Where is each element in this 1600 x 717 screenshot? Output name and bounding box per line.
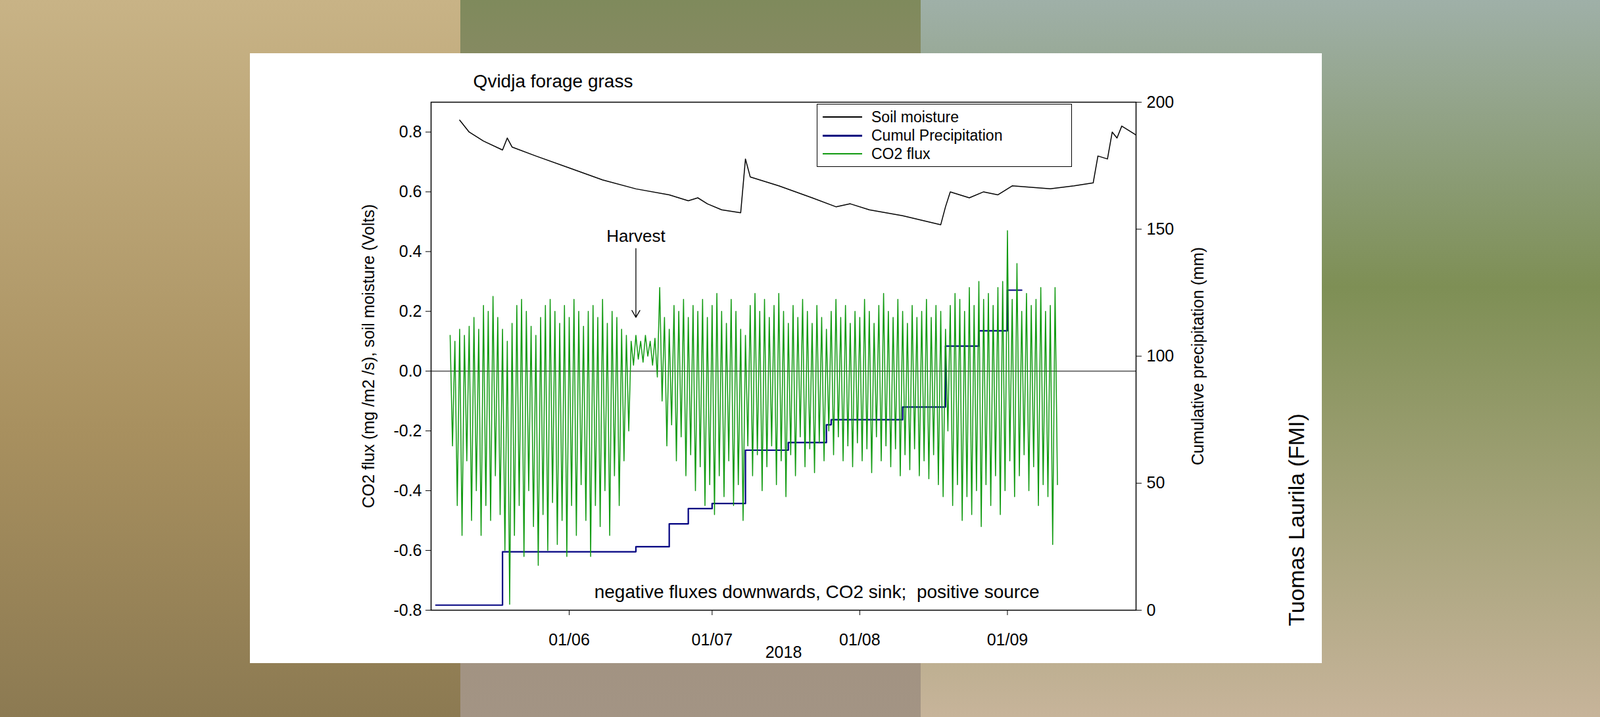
svg-text:Cumulative precipitation (mm): Cumulative precipitation (mm): [1188, 247, 1207, 466]
svg-text:01/07: 01/07: [691, 630, 734, 650]
svg-text:-0.8: -0.8: [393, 601, 422, 620]
svg-text:01/09: 01/09: [987, 630, 1029, 650]
svg-text:200: 200: [1146, 92, 1175, 112]
svg-text:01/08: 01/08: [839, 630, 881, 650]
svg-text:0.4: 0.4: [399, 242, 423, 261]
html-text:Cumul Precipitation: Cumul Precipitation: [871, 126, 1003, 144]
html-text:CO2 flux: CO2 flux: [871, 145, 931, 163]
html-text:Qvidja forage grass: Qvidja forage grass: [473, 71, 633, 92]
svg-text:-0.2: -0.2: [393, 421, 422, 440]
svg-text:0: 0: [1146, 601, 1157, 620]
svg-text:50: 50: [1146, 473, 1166, 492]
svg-text:CO2 flux (mg /m2 /s), soil moi: CO2 flux (mg /m2 /s), soil moisture (Vol…: [359, 204, 378, 510]
svg-text:0.2: 0.2: [399, 301, 423, 321]
svg-text:01/06: 01/06: [548, 630, 590, 650]
html-text:Tuomas Laurila (FMI): Tuomas Laurila (FMI): [1283, 413, 1309, 627]
svg-text:-0.4: -0.4: [393, 481, 422, 500]
svg-text:negative fluxes downwards, CO2: negative fluxes downwards, CO2 sink; pos…: [594, 581, 1040, 603]
svg-text:0.0: 0.0: [399, 361, 423, 381]
svg-text:Harvest: Harvest: [606, 226, 666, 246]
svg-text:150: 150: [1146, 219, 1175, 239]
svg-text:-0.6: -0.6: [393, 541, 422, 560]
html-text:Soil moisture: Soil moisture: [871, 108, 959, 126]
svg-text:0.8: 0.8: [399, 122, 423, 141]
svg-text:100: 100: [1146, 346, 1175, 365]
svg-text:2018: 2018: [765, 643, 803, 662]
svg-text:0.6: 0.6: [399, 182, 423, 201]
